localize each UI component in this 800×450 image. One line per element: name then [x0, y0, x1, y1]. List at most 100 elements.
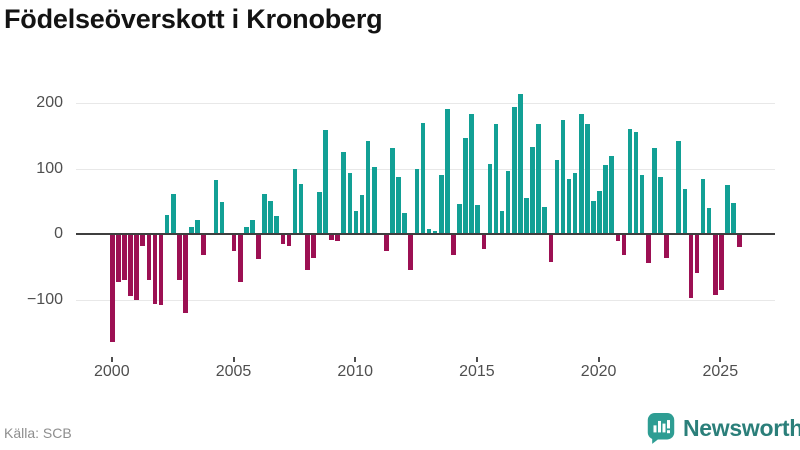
bar [438, 174, 444, 235]
bar [444, 108, 450, 235]
bar [536, 123, 541, 235]
bar [585, 123, 590, 235]
x-axis-tick [597, 357, 600, 362]
bar [189, 226, 194, 235]
bar [219, 202, 225, 235]
bar [177, 234, 182, 281]
x-axis-tick [719, 357, 722, 362]
bar [128, 234, 133, 297]
bar [280, 234, 286, 245]
zero-axis-line [76, 233, 775, 236]
bar [110, 234, 115, 342]
bar [487, 164, 493, 235]
bar [621, 234, 627, 255]
gridline [76, 300, 775, 302]
x-axis-tick [110, 357, 113, 362]
bar [347, 173, 353, 235]
newsworthy-wordmark: Newsworthy [683, 414, 800, 441]
bar [505, 171, 511, 235]
bar [706, 208, 712, 235]
bar [231, 234, 237, 252]
bar [335, 234, 340, 241]
bar [286, 234, 292, 247]
bar [481, 234, 487, 249]
bar [700, 178, 706, 235]
x-axis-tick-label: 2005 [215, 363, 252, 380]
bar [195, 219, 200, 235]
source-label: Källa: SCB [4, 425, 72, 441]
bar [414, 169, 420, 235]
bar [237, 234, 243, 283]
x-axis-tick [232, 357, 235, 362]
bar [554, 160, 560, 235]
bar [158, 234, 164, 306]
bar [627, 128, 633, 235]
bar [737, 234, 742, 247]
bar [304, 234, 310, 270]
bar [268, 200, 273, 235]
bar [463, 138, 468, 235]
bar [298, 183, 304, 235]
x-axis-tick-label: 2020 [580, 363, 617, 380]
bar [140, 234, 146, 246]
bar [353, 210, 359, 235]
bar [262, 194, 267, 235]
bar [615, 234, 621, 241]
bar [572, 172, 578, 235]
bar [426, 228, 432, 235]
bar [323, 130, 328, 235]
bar [256, 234, 261, 259]
bar [658, 176, 663, 235]
bar [396, 177, 401, 235]
bar [311, 234, 316, 259]
newsworthy-icon [646, 412, 676, 444]
bar [578, 114, 584, 235]
bar [542, 206, 548, 235]
bar [329, 234, 334, 240]
bar [591, 200, 596, 235]
bar [274, 216, 280, 235]
bar [402, 213, 407, 235]
bar [341, 151, 347, 235]
y-axis-tick-label: 100 [36, 159, 63, 177]
bar [633, 132, 639, 235]
bar [384, 234, 389, 251]
x-axis-tick-label: 2025 [702, 363, 739, 380]
newsworthy-logo[interactable]: Newsworthy [646, 412, 800, 444]
bar [457, 203, 462, 235]
bar [511, 107, 517, 235]
bar [676, 141, 682, 235]
bar [566, 178, 572, 235]
page-title: Födelseöverskott i Kronoberg [4, 4, 383, 34]
gridline [76, 168, 775, 170]
x-axis-tick-label: 2000 [94, 363, 130, 380]
bar [499, 210, 505, 235]
bar [731, 202, 736, 235]
bar [201, 234, 206, 255]
bar [603, 164, 608, 235]
bar [524, 197, 529, 235]
bar [317, 191, 322, 235]
gridline [76, 102, 775, 104]
bar [116, 234, 121, 283]
bar [530, 146, 535, 235]
bar [639, 174, 645, 235]
bar [725, 185, 730, 235]
bar [170, 193, 176, 235]
y-axis-tick-label: −100 [26, 291, 63, 309]
bar [664, 234, 669, 259]
bar [645, 234, 651, 263]
bar [493, 123, 499, 235]
bar [609, 156, 615, 235]
bar [432, 231, 438, 235]
bar [250, 219, 255, 235]
bar [292, 169, 298, 235]
bar [694, 234, 700, 274]
bar [420, 122, 426, 235]
bar [244, 226, 249, 235]
bar [451, 234, 456, 256]
x-axis-tick [475, 357, 478, 362]
bar [475, 204, 481, 235]
bar [712, 234, 718, 295]
bar [469, 114, 474, 235]
